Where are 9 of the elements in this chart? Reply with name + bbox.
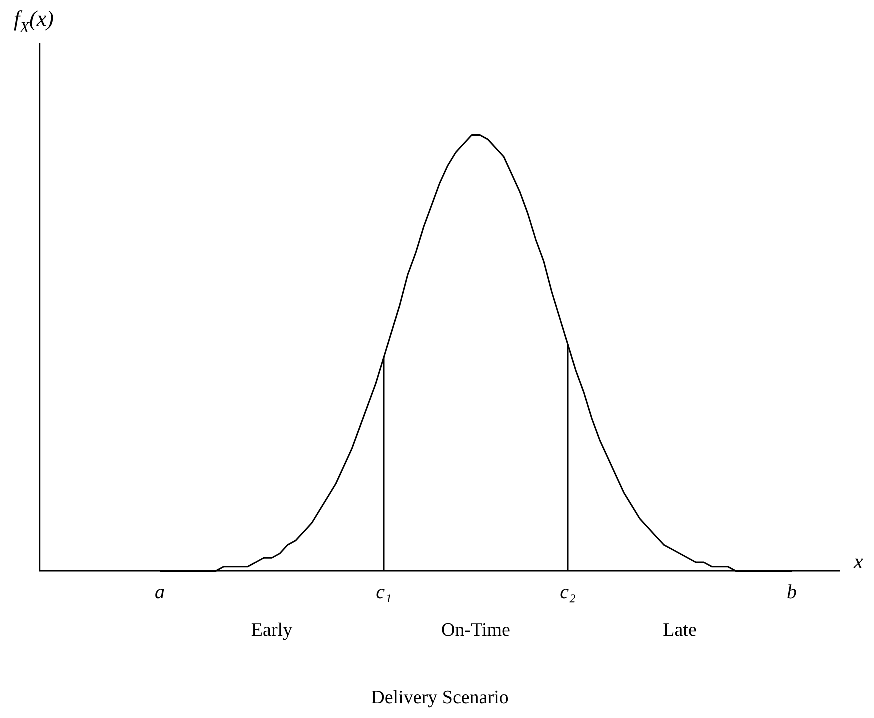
text: Early	[251, 620, 294, 642]
x-tick-label: c₂	[560, 581, 576, 604]
x-axis-title: x	[853, 550, 864, 574]
text: Late	[663, 620, 697, 642]
x-tick-label: a	[155, 581, 165, 604]
text: On-Time	[442, 620, 510, 642]
text: Delivery Scenario	[371, 688, 509, 709]
x-tick-label: b	[787, 581, 797, 604]
x-tick-label: c₁	[376, 581, 392, 604]
